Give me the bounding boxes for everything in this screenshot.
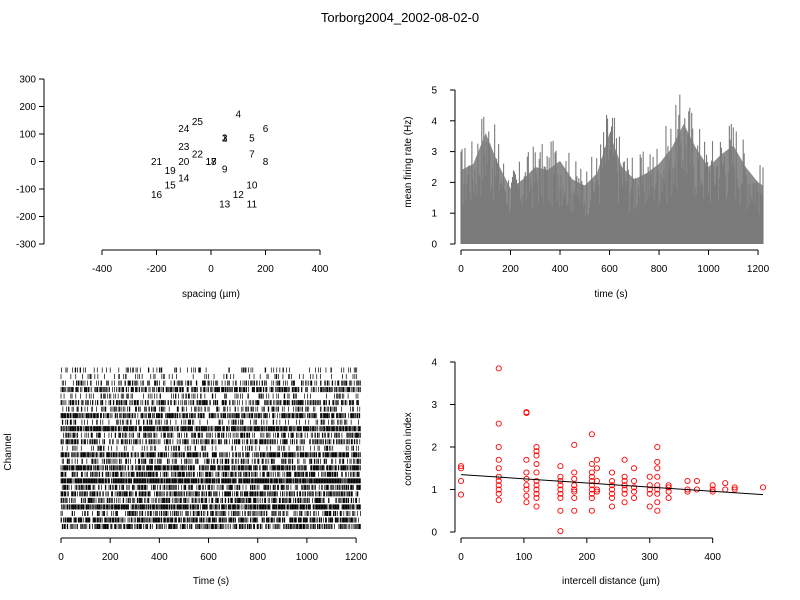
mean-firing-rate-y-axis-label: mean firing rate (Hz) (403, 116, 414, 207)
x-tick-label: 800 (651, 264, 668, 275)
y-tick-label: 300 (19, 75, 36, 86)
electrode-label: 9 (222, 165, 228, 176)
y-tick-label: 0 (30, 157, 36, 168)
raster-row (61, 419, 359, 425)
electrode-label: 17 (205, 157, 217, 168)
raster-row (60, 374, 358, 380)
mean-firing-rate-x-axis-label: time (s) (594, 289, 627, 300)
electrode-label: 20 (178, 157, 190, 168)
raster-row (61, 380, 361, 386)
electrode-label: 11 (247, 200, 258, 211)
electrode-label: 12 (233, 190, 245, 201)
x-tick-label: 200 (502, 264, 519, 275)
raster-row (61, 458, 361, 464)
raster-row (61, 445, 359, 451)
x-tick-label: 600 (601, 264, 618, 275)
electrode-label: 15 (165, 181, 177, 192)
y-tick-label: 100 (19, 130, 36, 141)
raster-row (62, 406, 361, 412)
mean-firing-rate-area (460, 94, 764, 244)
raster-row (61, 484, 361, 490)
y-tick-label: 1 (431, 209, 437, 220)
electrode-label: 16 (151, 190, 163, 201)
y-tick-label: 5 (431, 86, 437, 97)
y-tick-label: 200 (19, 102, 36, 113)
electrode-label: 8 (263, 157, 269, 168)
electrode-label: 25 (192, 117, 204, 128)
x-tick-label: 1200 (747, 264, 770, 275)
raster-row (60, 439, 361, 445)
raster-row (60, 387, 361, 393)
x-tick-label: 400 (312, 264, 329, 275)
raster-row (60, 491, 359, 497)
electrode-label: 13 (219, 200, 231, 211)
mean-firing-rate-axes: 0 200 400 600 800 1000 1200 0 1 2 3 4 5 (431, 86, 769, 276)
y-tick-label: 2 (431, 178, 437, 189)
raster-row (60, 426, 361, 432)
electrode-label: 22 (192, 149, 204, 160)
electrode-label: 6 (263, 124, 269, 135)
y-tick-label: -300 (16, 240, 36, 251)
mean-firing-rate-panel: 0 200 400 600 800 1000 1200 0 1 2 3 4 5 time (s) mea… (403, 86, 770, 301)
electrode-label: 10 (246, 181, 258, 192)
figure-title: Torborg2004_2002-08-02-0 (321, 10, 479, 25)
electrode-label: 5 (249, 133, 255, 144)
raster-row (60, 452, 361, 458)
raster-row (60, 471, 360, 477)
electrode-label: 19 (165, 166, 177, 177)
raster-row (63, 432, 361, 438)
electrode-layout-axes: -400 -200 0 200 400 -300 -200 -100 0 100 200 300 (16, 75, 329, 276)
y-tick-label: 4 (431, 116, 437, 127)
raster-row (60, 413, 361, 419)
electrode-label: 14 (178, 174, 190, 185)
electrode-label: 18 (205, 157, 217, 168)
raster-row (60, 497, 360, 503)
y-tick-label: -100 (16, 185, 36, 196)
electrode-label: 21 (151, 157, 163, 168)
x-tick-label: 0 (458, 264, 464, 275)
electrode-label: 24 (178, 124, 190, 135)
y-tick-label: -200 (16, 212, 36, 223)
electrode-label: 2 (222, 133, 228, 144)
x-tick-label: -400 (92, 264, 112, 275)
electrode-label: 3 (222, 133, 228, 144)
x-tick-label: 1000 (697, 264, 720, 275)
electrode-layout-x-axis-label: spacing (µm) (182, 289, 240, 300)
x-tick-label: 0 (208, 264, 214, 275)
y-tick-label: 3 (431, 147, 437, 158)
electrode-label: 7 (249, 149, 255, 160)
electrode-label: 1 (222, 133, 228, 144)
raster-row (60, 465, 361, 471)
electrode-label: 23 (178, 142, 190, 153)
x-tick-label: 400 (552, 264, 569, 275)
x-tick-label: 200 (257, 264, 274, 275)
electrode-label: 4 (235, 109, 241, 120)
electrode-labels: 1234567891011121314151617181920212223242… (151, 109, 269, 210)
raster-row (60, 400, 359, 406)
raster-row (61, 367, 358, 373)
raster-row (60, 478, 361, 484)
spike-raster-panel: 0 200 400 600 800 1000 1200 Time (s) Channel (3, 367, 368, 587)
spike-raster-rows (60, 367, 361, 530)
y-tick-label: 0 (431, 240, 437, 251)
raster-row (60, 393, 359, 399)
x-tick-label: -200 (146, 264, 166, 275)
